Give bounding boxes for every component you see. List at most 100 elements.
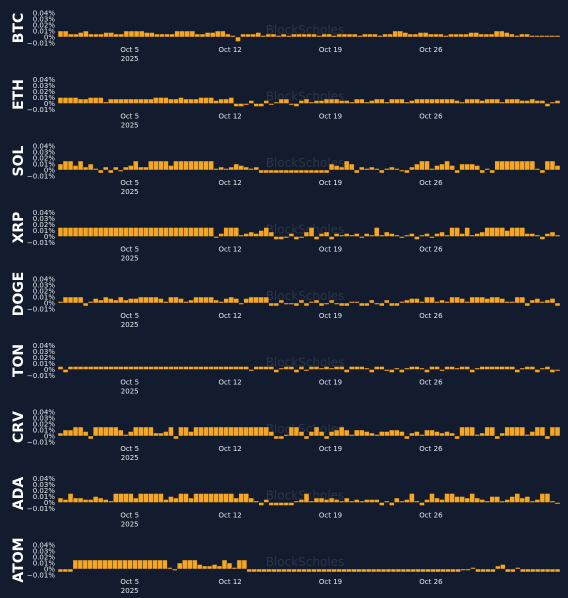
bar: [469, 98, 475, 104]
bar: [92, 298, 99, 304]
bar: [306, 33, 312, 38]
bar: [341, 33, 348, 38]
bar: [123, 299, 129, 304]
x-tick-label: Oct 19: [319, 312, 342, 320]
bar: [539, 493, 546, 503]
bar: [107, 227, 114, 237]
bar: [283, 502, 290, 506]
symbol-label: ETH: [11, 79, 27, 110]
bar: [67, 33, 74, 38]
bar: [475, 568, 481, 573]
bar: [97, 366, 104, 370]
bar: [534, 426, 541, 437]
bar: [271, 568, 277, 573]
bar: [235, 36, 241, 42]
bar: [153, 493, 159, 503]
bar: [539, 100, 546, 104]
bar: [311, 33, 317, 38]
bar: [182, 559, 188, 570]
bar: [544, 233, 551, 237]
bar: [62, 227, 69, 237]
bar: [474, 165, 480, 171]
bar: [188, 227, 194, 237]
bar: [143, 98, 149, 104]
bar: [529, 35, 535, 38]
bar: [463, 33, 469, 38]
bar: [328, 98, 335, 104]
bar: [484, 366, 490, 370]
bar: [97, 227, 104, 237]
bar: [394, 497, 400, 503]
bar: [389, 166, 395, 171]
bar: [387, 33, 393, 38]
bar: [172, 568, 178, 571]
bar: [248, 168, 254, 171]
bar: [113, 366, 119, 370]
bar: [159, 33, 165, 38]
watermark-text: BlockScholes: [266, 23, 345, 37]
bar: [409, 100, 415, 104]
bar: [375, 568, 382, 573]
bar: [92, 168, 99, 171]
x-tick-year-label: 2025: [121, 454, 139, 462]
bar: [369, 299, 375, 304]
y-tick-label: 0.03%: [33, 149, 56, 157]
bar: [364, 367, 370, 370]
bar: [143, 296, 149, 304]
bar: [519, 100, 526, 104]
bar: [228, 296, 234, 304]
bar: [213, 299, 219, 304]
y-tick-label: 0.04%: [33, 276, 56, 284]
bar: [62, 160, 69, 171]
bar: [445, 568, 451, 573]
bar: [534, 499, 541, 503]
bar: [174, 30, 180, 38]
bar: [474, 497, 480, 503]
bar: [77, 497, 84, 503]
bar: [167, 567, 173, 570]
symbol-label: ATOM: [11, 537, 27, 582]
bar: [83, 30, 89, 38]
bar: [353, 301, 360, 304]
bar: [549, 231, 556, 237]
bar: [455, 568, 461, 573]
bar: [243, 493, 249, 503]
x-tick-label: Oct 26: [419, 578, 443, 586]
bar: [389, 429, 395, 437]
bar: [218, 166, 224, 171]
bar: [419, 502, 425, 506]
bar: [504, 98, 510, 104]
bar: [204, 32, 211, 38]
bar: [123, 493, 129, 503]
bar: [148, 227, 154, 237]
bar: [318, 169, 325, 174]
y-tick-label: 0.04%: [33, 143, 56, 151]
bar: [384, 168, 390, 171]
bar: [359, 166, 365, 171]
bar: [356, 568, 362, 573]
bar: [183, 227, 189, 237]
bar: [288, 302, 295, 305]
bar: [238, 165, 244, 171]
bar: [519, 227, 526, 237]
bar: [153, 432, 159, 437]
bar: [173, 98, 179, 104]
bar: [87, 97, 94, 104]
bar: [394, 429, 400, 437]
bar: [203, 97, 209, 104]
bar: [449, 165, 455, 171]
bar: [499, 101, 505, 104]
bar: [158, 493, 164, 503]
bar: [328, 299, 335, 304]
bar: [273, 169, 280, 174]
bar: [107, 426, 114, 437]
bar: [273, 369, 280, 373]
bar: [303, 302, 310, 307]
bar: [291, 33, 297, 38]
y-tick-label: −0.01%: [27, 40, 55, 48]
bar: [263, 100, 270, 104]
y-tick-label: −0.01%: [27, 439, 55, 447]
bar: [444, 301, 450, 304]
bar: [198, 426, 204, 437]
bar: [233, 103, 239, 107]
